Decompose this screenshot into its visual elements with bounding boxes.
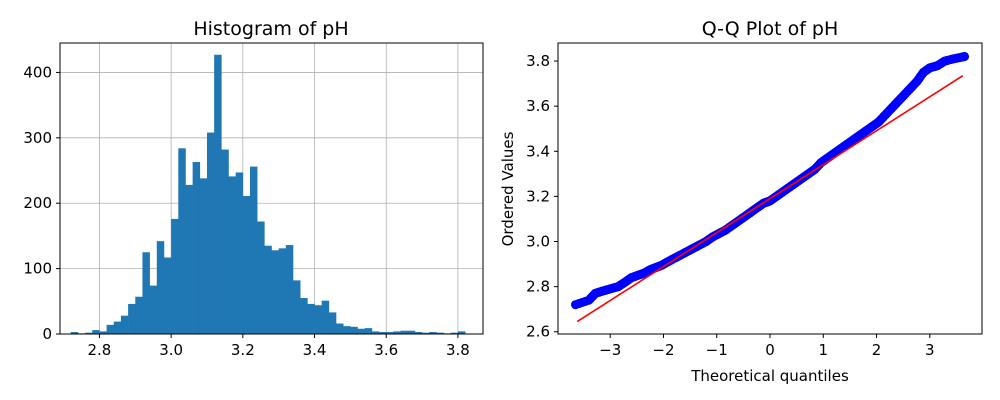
qq-plot-x-tick-label: 0 [765,341,775,359]
histogram-bar [163,257,172,334]
histogram-bar [249,166,258,334]
histogram-y-tick-label: 0 [42,325,52,343]
histogram-bars [70,54,466,335]
histogram-y-ticks: 0 100 200 300 400 [23,63,60,343]
histogram-bar [450,332,459,334]
histogram-bar [357,328,366,334]
histogram-x-tick-label: 3.2 [231,341,255,359]
histogram-bar [199,178,208,334]
histogram-bar [214,54,222,335]
histogram-bar [149,285,158,334]
histogram-bar [264,245,272,334]
histogram-bar [343,326,351,334]
histogram-bar [113,321,122,334]
qq-plot-x-tick-label: −2 [652,341,674,359]
histogram-bar [407,330,416,334]
histogram-bar [429,332,437,334]
histogram-bar [92,330,100,334]
histogram-x-tick-label: 3.8 [446,341,470,359]
histogram-bar [328,312,337,334]
histogram-axes-frame [59,42,484,335]
qq-plot-y-tick-label: 2.8 [526,278,550,296]
histogram-bar [386,332,394,334]
histogram-x-ticks: 2.8 3.0 3.2 3.4 3.6 3.8 [88,334,470,359]
qq-plot-x-tick-label: −1 [706,341,728,359]
histogram-bar [192,162,201,334]
histogram-y-tick-label: 400 [23,63,52,81]
qq-plot-points [570,51,970,310]
histogram-bar [321,300,330,334]
qq-plot-x-tick-label: −3 [599,341,621,359]
histogram-bar [85,332,93,334]
qq-plot-y-tick-label: 3.6 [526,97,550,115]
qq-plot-fit-line [576,75,964,323]
qq-plot-y-tick-label: 3.8 [526,52,550,70]
histogram-bar [436,332,444,334]
histogram-y-tick-label: 300 [23,129,52,147]
histogram-x-tick-label: 2.8 [88,341,112,359]
qq-plot-y-tick-label: 3.2 [526,187,550,205]
qq-plot-x-tick-label: 2 [872,341,882,359]
histogram-bar [336,323,344,334]
qq-plot-x-tick-label: 1 [818,341,828,359]
histogram-x-tick-label: 3.6 [374,341,398,359]
histogram-bar [393,331,401,334]
histogram-bar [171,218,179,334]
histogram-bar [178,148,186,334]
histogram-y-tick-label: 200 [23,194,52,212]
qq-plot-y-tick-label: 2.6 [526,323,550,341]
histogram-bar [135,296,143,334]
histogram-bar [278,248,287,334]
qq-plot-y-tick-label: 3.4 [526,142,550,160]
histogram-bar [350,326,358,334]
qq-plot-x-ticks: −3 −2 −1 0 1 2 3 [599,334,935,359]
histogram-bar [371,331,380,334]
qq-plot-y-tick-label: 3.0 [526,233,550,251]
histogram-bar [221,149,229,334]
histogram-bar [307,303,315,334]
qq-plot-panel: Q-Q Plot of pH −3 −2 −1 0 1 2 3 2.6 2.8 3.0 3.2 3.… [499,18,983,385]
histogram-bar [293,280,301,334]
qq-plot-axes-frame [557,42,983,335]
histogram-bar [106,324,115,334]
histogram-bar [228,176,236,334]
histogram-bar [422,332,430,334]
histogram-bar [70,332,79,334]
histogram-bar [271,250,279,334]
qq-plot-x-axis-label: Theoretical quantiles [690,367,849,385]
histogram-title: Histogram of pH [193,18,348,40]
qq-plot-x-tick-label: 3 [925,341,935,359]
histogram-bar [364,328,373,334]
histogram-bar [128,303,136,334]
histogram-bar [257,221,265,334]
histogram-bar [156,241,165,334]
histogram-x-tick-label: 3.0 [159,341,183,359]
histogram-bar [285,245,294,334]
histogram-bar [300,298,308,334]
qq-plot-y-axis-label: Ordered Values [499,131,517,246]
qq-plot-point [957,52,967,62]
histogram-bar [235,172,244,334]
histogram-y-tick-label: 100 [23,260,52,278]
histogram-bar [142,252,150,334]
histogram-panel: Histogram of pH 2.8 3.0 3.2 3.4 3.6 3.8 0 100 2… [23,18,484,359]
histogram-x-tick-label: 3.4 [303,341,327,359]
histogram-bar [414,332,423,334]
histogram-bar [457,331,466,334]
histogram-bar [185,184,193,334]
qq-plot-title: Q-Q Plot of pH [702,18,839,40]
histogram-bar [400,330,409,334]
histogram-bar [242,196,251,334]
histogram-bar [120,315,129,334]
qq-plot-fit-line-segment [576,75,964,323]
histogram-bar [99,331,107,334]
histogram-bar [206,132,215,334]
histogram-bar [314,305,322,334]
qq-plot-y-ticks: 2.6 2.8 3.0 3.2 3.4 3.6 3.8 [526,52,558,341]
histogram-bar [379,332,387,334]
